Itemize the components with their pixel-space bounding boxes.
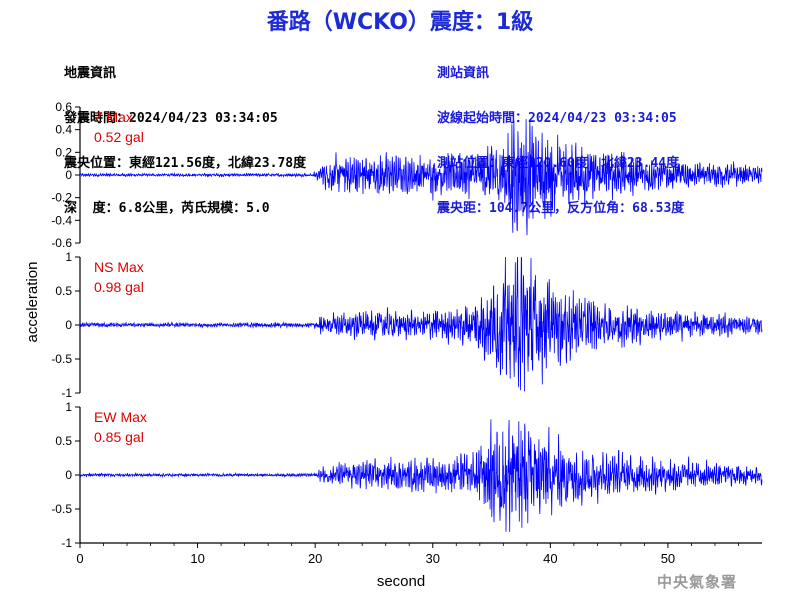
y-tick-label: 0.2 — [55, 145, 72, 159]
max-value-ew: 0.85 gal — [94, 429, 144, 445]
y-tick-label: 1 — [65, 400, 72, 414]
waveform-trace-ns — [79, 256, 763, 392]
x-tick-label: 20 — [308, 551, 322, 566]
waveform-start-line: 波線起始時間：2024/04/23 03:34:05 — [437, 111, 677, 126]
agency-logo-text: 中央氣象署 — [657, 573, 738, 591]
y-tick-label: -0.5 — [51, 352, 72, 366]
y-tick-label: -0.2 — [51, 191, 72, 205]
y-tick-label: -1 — [61, 386, 72, 400]
waveform-trace-ew — [79, 419, 763, 532]
max-value-ns: 0.98 gal — [94, 279, 144, 295]
max-value-z: 0.52 gal — [94, 129, 144, 145]
y-tick-label: 0.6 — [55, 100, 72, 114]
depth-magnitude-line: 深 度：6.8公里，芮氏規模：5.0 — [64, 201, 270, 216]
y-tick-label: -0.4 — [51, 213, 72, 227]
x-tick-label: 40 — [543, 551, 557, 566]
epicenter-line: 震央位置：東經121.56度，北緯23.78度 — [64, 156, 307, 171]
x-tick-label: 50 — [661, 551, 675, 566]
max-label-ns: NS Max — [94, 259, 144, 275]
waveform-trace-z — [79, 119, 763, 236]
max-label-z: Z Max — [94, 109, 133, 125]
chart-title: 番路（WCKO）震度：1級 — [266, 10, 534, 35]
y-tick-label: 0 — [65, 168, 72, 182]
x-tick-label: 30 — [426, 551, 440, 566]
earthquake-info-heading: 地震資訊 — [64, 66, 117, 81]
y-tick-label: 0 — [65, 318, 72, 332]
y-tick-label: 0.5 — [55, 434, 72, 448]
epicentral-distance-line: 震央距：104.7公里，反方位角：68.53度 — [437, 201, 685, 216]
y-tick-label: -0.6 — [51, 236, 72, 250]
station-info-heading: 測站資訊 — [437, 66, 490, 81]
x-tick-label: 0 — [76, 551, 83, 566]
y-tick-label: 1 — [65, 250, 72, 264]
x-tick-label: 10 — [190, 551, 204, 566]
y-tick-label: 0 — [65, 468, 72, 482]
y-tick-label: -0.5 — [51, 502, 72, 516]
y-tick-label: 0.5 — [55, 284, 72, 298]
y-tick-label: 0.4 — [55, 123, 72, 137]
y-axis-label: acceleration — [24, 262, 41, 343]
y-tick-label: -1 — [61, 536, 72, 550]
origin-time-line: 發震時間：2024/04/23 03:34:05 — [64, 111, 278, 126]
max-label-ew: EW Max — [94, 409, 147, 425]
x-axis-label: second — [377, 573, 425, 590]
earthquake-info: 地震資訊 發震時間：2024/04/23 03:34:05 震央位置：東經121… — [64, 36, 306, 231]
